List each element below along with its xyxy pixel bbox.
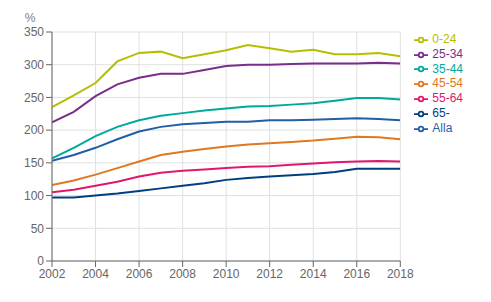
html-text:65-: 65-: [432, 106, 450, 121]
svg-text:250: 250: [24, 91, 44, 105]
svg-text:%: %: [25, 11, 36, 25]
svg-text:0: 0: [37, 254, 44, 268]
html-text:Alla: Alla: [432, 121, 453, 135]
html-text:35-44: 35-44: [432, 61, 463, 76]
svg-text:2018: 2018: [387, 267, 414, 281]
svg-text:2002: 2002: [39, 267, 66, 281]
svg-text:50: 50: [31, 222, 45, 236]
html-text:45-54: 45-54: [432, 76, 463, 91]
svg-text:2010: 2010: [213, 267, 240, 281]
html-text:25-34: 25-34: [432, 46, 463, 61]
svg-text:150: 150: [24, 156, 44, 170]
html-text:0-24: 0-24: [432, 32, 457, 46]
svg-text:2004: 2004: [82, 267, 109, 281]
svg-text:200: 200: [24, 123, 44, 137]
svg-text:2006: 2006: [126, 267, 153, 281]
svg-text:2012: 2012: [256, 267, 283, 281]
svg-text:2014: 2014: [300, 267, 327, 281]
svg-text:300: 300: [24, 58, 44, 72]
html-text:55-64: 55-64: [432, 91, 463, 106]
svg-text:2008: 2008: [169, 267, 196, 281]
svg-text:100: 100: [24, 189, 44, 203]
svg-text:350: 350: [24, 25, 44, 39]
svg-text:2016: 2016: [343, 267, 370, 281]
